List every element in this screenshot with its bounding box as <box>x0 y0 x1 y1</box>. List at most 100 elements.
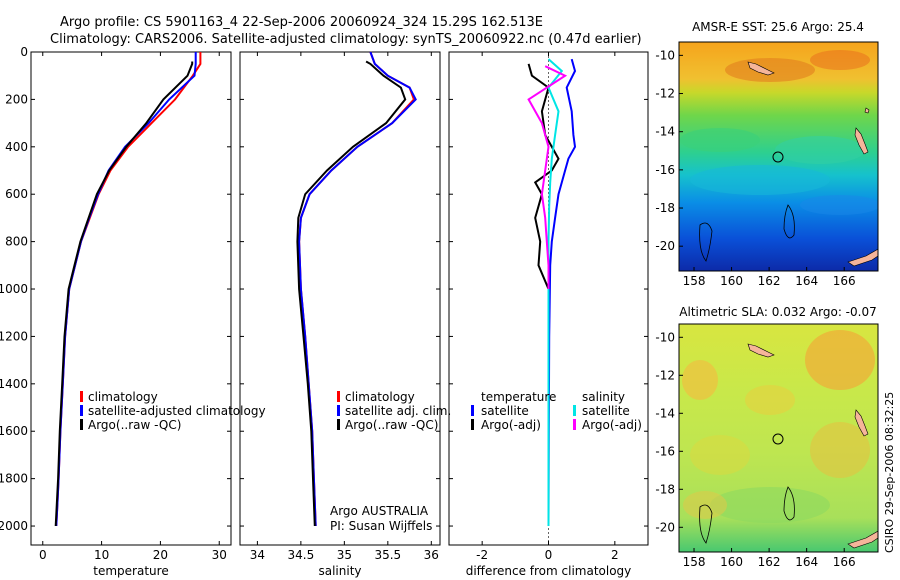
reef-contour <box>783 486 795 521</box>
x-tick-label: 0 <box>545 548 553 562</box>
y-tick-label: 2000 <box>0 519 28 533</box>
map-y-tick-label: -18 <box>655 482 675 496</box>
map-x-tick-label: 162 <box>758 274 781 288</box>
y-tick-label: 800 <box>5 235 28 249</box>
figure-title-line2: Climatology: CARS2006. Satellite-adjuste… <box>50 32 642 47</box>
salinity_profile-frame <box>239 51 441 546</box>
land-island <box>847 530 878 549</box>
map-x-tick-label: 162 <box>758 555 781 569</box>
map-y-tick-label: -14 <box>655 406 675 420</box>
map-y-tick-label: -12 <box>655 87 675 101</box>
legend-header-temperature: temperature <box>481 390 556 404</box>
map-x-tick-label: 166 <box>833 555 856 569</box>
legend-swatch-satellite <box>80 405 83 416</box>
figure-title-line1: Argo profile: CS 5901163_4 22-Sep-2006 2… <box>60 15 543 30</box>
map-y-tick-label: -18 <box>655 201 675 215</box>
map-y-tick-label: -20 <box>655 520 675 534</box>
temperature_profile-xlabel: temperature <box>93 564 168 578</box>
sla-map-frame <box>678 323 879 553</box>
legend-label-satellite: satellite adj. clim. <box>345 404 451 418</box>
map-y-tick-label: -16 <box>655 163 675 177</box>
map-x-tick-label: 160 <box>720 274 743 288</box>
series-line-argo-raw-qc- <box>54 61 194 527</box>
sla-field-patches <box>682 330 875 523</box>
x-tick-label: 2 <box>611 548 619 562</box>
reef-contour <box>699 504 713 544</box>
legend-swatch-climatology <box>80 391 83 402</box>
x-tick-label: 35.5 <box>374 548 401 562</box>
series-line-salinity-argo-adj- <box>527 65 568 289</box>
temperature-legend: climatology satellite-adjusted climatolo… <box>80 390 266 432</box>
temperature_profile-frame <box>30 51 232 546</box>
legend-label-argo: Argo(..raw -QC) <box>345 418 438 432</box>
sla-map-title: Altimetric SLA: 0.032 Argo: -0.07 <box>679 305 876 319</box>
map-y-tick-label: -10 <box>655 48 675 62</box>
y-tick-label: 1200 <box>0 329 28 343</box>
map-y-tick-label: -14 <box>655 125 675 139</box>
map-y-tick-label: -10 <box>655 330 675 344</box>
series-line-temperature-satellite <box>547 58 577 527</box>
legend-label-sal-argo: Argo(-adj) <box>582 418 642 432</box>
annotation-argo-australia: Argo AUSTRALIA <box>330 504 429 518</box>
x-tick-label: 36 <box>424 548 439 562</box>
y-tick-label: 1800 <box>0 472 28 486</box>
x-tick-label: 10 <box>94 548 109 562</box>
y-tick-label: 1000 <box>0 282 28 296</box>
legend-label-climatology: climatology <box>345 390 415 404</box>
sst-map-axes: 158 160 162 164 166 -10 -12 -14 -16 -18 -20 <box>655 48 855 288</box>
difference_profile-panel: -2 0 2 difference from climatology <box>448 51 649 578</box>
land-island <box>864 107 870 114</box>
legend-swatch-sal-argo <box>573 419 576 430</box>
legend-label-climatology: climatology <box>88 390 158 404</box>
y-tick-label: 1600 <box>0 424 28 438</box>
legend-label-temp-argo: Argo(-adj) <box>481 418 541 432</box>
map-x-tick-label: 158 <box>683 274 706 288</box>
x-tick-label: 30 <box>212 548 227 562</box>
land-island <box>854 127 869 155</box>
csiro-watermark: CSIRO 29-Sep-2006 08:32:25 <box>883 392 896 553</box>
legend-label-temp-satellite: satellite <box>481 404 529 418</box>
map-y-tick-label: -20 <box>655 239 675 253</box>
legend-swatch-satellite <box>337 405 340 416</box>
salinity-legend: climatology satellite adj. clim. Argo(..… <box>337 390 451 432</box>
land-island <box>747 343 775 358</box>
y-tick-label: 400 <box>5 140 28 154</box>
legend-label-sal-satellite: satellite <box>582 404 630 418</box>
legend-label-satellite: satellite-adjusted climatology <box>88 404 266 418</box>
x-tick-label: 20 <box>153 548 168 562</box>
sst-map-frame <box>678 41 879 272</box>
y-tick-label: 0 <box>20 45 28 59</box>
sst-map: AMSR-E SST: 25.6 Argo: 25.4 158 <box>655 20 879 288</box>
map-y-tick-label: -12 <box>655 368 675 382</box>
sst-field-patches <box>680 50 878 215</box>
reef-contour <box>699 222 713 262</box>
sla-land <box>699 343 878 549</box>
temperature_profile-panel: 0 10 20 30 0 200 400 600 800 1000 1200 1400 1600 1800… <box>0 45 232 578</box>
land-island <box>747 61 775 76</box>
legend-swatch-climatology <box>337 391 340 402</box>
argo-float-marker <box>772 151 784 163</box>
annotation-pi: PI: Susan Wijffels <box>330 519 432 533</box>
map-x-tick-label: 160 <box>720 555 743 569</box>
x-tick-label: 34 <box>250 548 265 562</box>
map-y-tick-label: -16 <box>655 444 675 458</box>
legend-swatch-sal-satellite <box>573 405 576 416</box>
profile-panels: 0 10 20 30020040060080010001200140016001800… <box>0 45 649 578</box>
x-tick-label: 0 <box>39 548 47 562</box>
argo-float-marker <box>772 433 784 445</box>
y-tick-label: 1400 <box>0 377 28 391</box>
sst-land <box>699 61 878 267</box>
y-tick-label: 200 <box>5 92 28 106</box>
x-tick-label: 34.5 <box>288 548 315 562</box>
sla-map: Altimetric SLA: 0.032 Argo: -0.07 <box>655 305 879 569</box>
legend-swatch-temp-satellite <box>471 405 474 416</box>
reef-contour <box>783 204 795 239</box>
legend-swatch-temp-argo <box>471 419 474 430</box>
legend-header-salinity: salinity <box>582 390 625 404</box>
series-line-argo-raw-qc- <box>296 60 407 527</box>
salinity_profile-panel: 34 34.5 35 35.5 36 salinity <box>239 51 441 578</box>
x-tick-label: -2 <box>476 548 488 562</box>
sst-map-title: AMSR-E SST: 25.6 Argo: 25.4 <box>692 20 864 34</box>
map-x-tick-label: 164 <box>795 555 818 569</box>
